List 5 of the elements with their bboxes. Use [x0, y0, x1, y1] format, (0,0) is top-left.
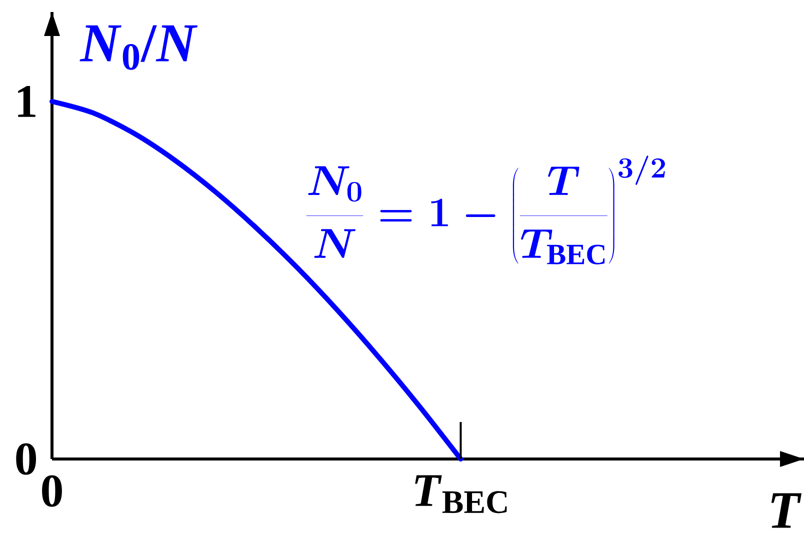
x-tick-label: T$_{BEC}$	[415, 475, 507, 514]
y-tick-label: 1	[18, 86, 36, 117]
y-axis-title: N$_{0}$/N	[80, 25, 198, 70]
annotation: $\frac{N_0}{N}=1-\left(\frac{T}{T_{\mathrm{BEC}}}\right)^{3/2}$	[306, 156, 665, 264]
x-axis-title: T	[771, 493, 802, 528]
